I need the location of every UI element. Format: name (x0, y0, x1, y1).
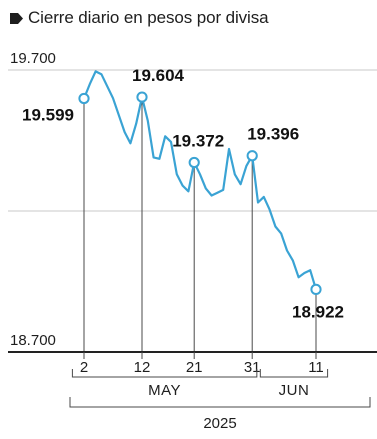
chart-title: Cierre diario en pesos por divisa (28, 8, 269, 27)
month-label: MAY (148, 382, 181, 399)
chart-header: Cierre diario en pesos por divisa (10, 6, 269, 30)
highlight-point (136, 91, 148, 103)
month-label: JUN (279, 382, 310, 399)
highlight-point (246, 150, 258, 162)
highlight-point (188, 156, 200, 169)
data-label: 18.922 (292, 302, 344, 321)
month-bracket (259, 369, 329, 378)
x-tick-label: 2 (80, 359, 88, 376)
data-label: 19.599 (22, 105, 74, 124)
x-tick-label: 21 (186, 359, 203, 376)
x-tick-label: 31 (244, 359, 261, 376)
year-bracket (69, 397, 371, 408)
month-bracket (71, 369, 258, 378)
highlight-point (310, 283, 322, 295)
data-label: 19.604 (132, 66, 185, 85)
highlight-point (78, 92, 90, 105)
data-label: 19.372 (172, 131, 224, 150)
y-tick-label: 19.700 (10, 50, 56, 67)
series-line (82, 70, 318, 291)
year-label: 2025 (203, 415, 236, 432)
data-label: 19.396 (247, 125, 299, 144)
x-tick-label: 11 (308, 359, 324, 376)
tag-marker-icon (10, 12, 23, 24)
x-tick-label: 12 (134, 359, 151, 376)
y-tick-label: 18.700 (10, 332, 56, 349)
